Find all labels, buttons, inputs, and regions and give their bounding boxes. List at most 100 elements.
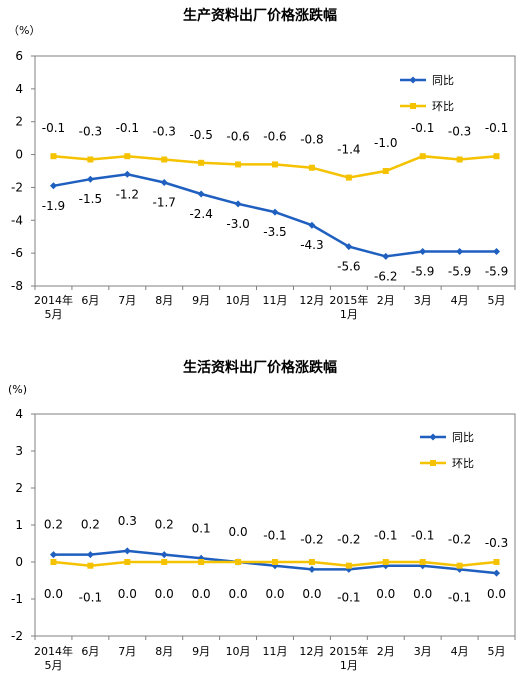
data-label: 0.0 (376, 587, 395, 601)
data-point (160, 179, 168, 186)
x-tick-label: 2015年 1月 (329, 293, 368, 321)
x-tick-line: 3月 (414, 294, 432, 307)
data-label: -0.1 (411, 121, 434, 135)
data-label: -1.7 (153, 196, 176, 210)
legend-swatch-marker (409, 76, 417, 84)
data-label: -0.2 (337, 532, 360, 546)
x-tick-line: 11月 (263, 294, 288, 307)
data-point (456, 562, 463, 569)
x-tick-line: 9月 (192, 294, 210, 307)
x-tick-line: 7月 (118, 645, 136, 658)
series-mom: 0.0 -0.1 0.0 0.0 0.0 0.0 0.0 0.0 -0.1 0.0 0.0 -0.1 0… (44, 559, 506, 605)
series-mom: -0.1 -0.3 -0.1 -0.3 -0.5 -0.6 -0.6 -0.8 -1.4 -1.0… (42, 121, 508, 181)
x-tick-label: 6月 (81, 294, 99, 307)
data-label: -1.9 (42, 199, 65, 213)
x-tick-label: 5月 (488, 645, 506, 658)
data-point (493, 248, 501, 255)
data-point (161, 156, 168, 163)
data-label: -5.9 (448, 265, 471, 279)
data-point (87, 156, 94, 163)
data-point (198, 159, 205, 166)
x-tick-label: 4月 (451, 645, 469, 658)
data-point (308, 559, 315, 565)
x-tick-line: 4月 (451, 645, 469, 658)
data-label: -0.1 (116, 121, 139, 135)
x-tick-label: 2月 (377, 645, 395, 658)
data-label: 0.0 (229, 587, 248, 601)
legend-label: 同比 (432, 74, 454, 87)
data-label: 0.0 (118, 587, 137, 601)
legend-item-mom: 环比 (400, 100, 454, 113)
x-tick-line: 2014年 (34, 644, 73, 658)
data-label: 0.0 (155, 587, 174, 601)
data-label: 0.2 (81, 518, 100, 532)
data-label: -0.1 (448, 591, 471, 605)
x-tick-line: 10月 (226, 294, 251, 307)
data-point (123, 547, 131, 555)
x-tick-label: 2014年 5月 (34, 293, 73, 321)
data-point (235, 559, 242, 565)
data-point (123, 170, 131, 178)
data-label: -0.8 (300, 133, 323, 147)
chart-title: 生产资料出厂价格涨跌幅 (183, 7, 337, 24)
data-label: -0.3 (448, 125, 471, 139)
y-tick-label: 2 (15, 115, 23, 129)
y-axis-unit: （%） (8, 24, 40, 37)
data-label: 0.0 (192, 587, 211, 601)
data-label: 0.1 (192, 521, 211, 535)
data-label: 0.2 (44, 518, 63, 532)
data-point (308, 164, 315, 171)
data-label: -3.0 (226, 217, 249, 231)
data-label: 0.2 (155, 518, 174, 532)
data-label: -0.1 (79, 591, 102, 605)
data-label: -2.4 (189, 207, 212, 221)
data-point (50, 153, 57, 160)
y-tick-label: -4 (11, 213, 23, 227)
x-tick-line: 6月 (81, 645, 99, 658)
plot-area (34, 413, 516, 637)
data-point (345, 243, 353, 251)
x-tick-line: 5月 (44, 308, 62, 321)
x-tick-line: 5月 (44, 659, 62, 672)
data-label: -0.1 (411, 529, 434, 543)
data-point (419, 153, 426, 160)
data-label: -4.3 (300, 238, 323, 252)
x-tick-line: 2015年 (329, 644, 368, 658)
x-tick-line: 9月 (192, 645, 210, 658)
data-label: -0.6 (226, 129, 249, 143)
data-point (271, 208, 279, 216)
y-tick-label: -8 (11, 279, 23, 293)
data-label: -1.0 (374, 136, 397, 150)
data-point (49, 551, 57, 559)
data-point (456, 248, 464, 255)
x-tick-line: 10月 (226, 645, 251, 658)
y-tick-label: 1 (15, 518, 23, 532)
data-point (493, 153, 500, 160)
x-tick-label: 8月 (155, 294, 173, 307)
data-label: -0.1 (485, 121, 508, 135)
x-tick-line: 4月 (451, 294, 469, 307)
data-point (493, 559, 500, 565)
data-point (272, 559, 278, 565)
x-tick-line: 8月 (155, 294, 173, 307)
legend-label: 环比 (432, 100, 454, 113)
x-tick-line: 2月 (377, 645, 395, 658)
x-tick-label: 11月 (263, 294, 288, 307)
data-point (308, 565, 316, 573)
x-tick-line: 1月 (340, 308, 358, 321)
data-label: -0.3 (485, 536, 508, 550)
legend-swatch-marker (410, 103, 416, 109)
x-tick-label: 12月 (299, 645, 324, 658)
data-label: -0.1 (374, 529, 397, 543)
legend-swatch-marker (430, 460, 436, 466)
x-tick-line: 8月 (155, 645, 173, 658)
data-label: -3.5 (263, 225, 286, 239)
data-point (50, 559, 57, 565)
x-tick-line: 2014年 (34, 293, 73, 307)
data-point (493, 569, 501, 577)
data-point (345, 174, 352, 181)
y-tick-label: 4 (15, 82, 23, 96)
x-tick-label: 7月 (118, 645, 136, 658)
chart-title: 生活资料出厂价格涨跌幅 (183, 359, 337, 376)
